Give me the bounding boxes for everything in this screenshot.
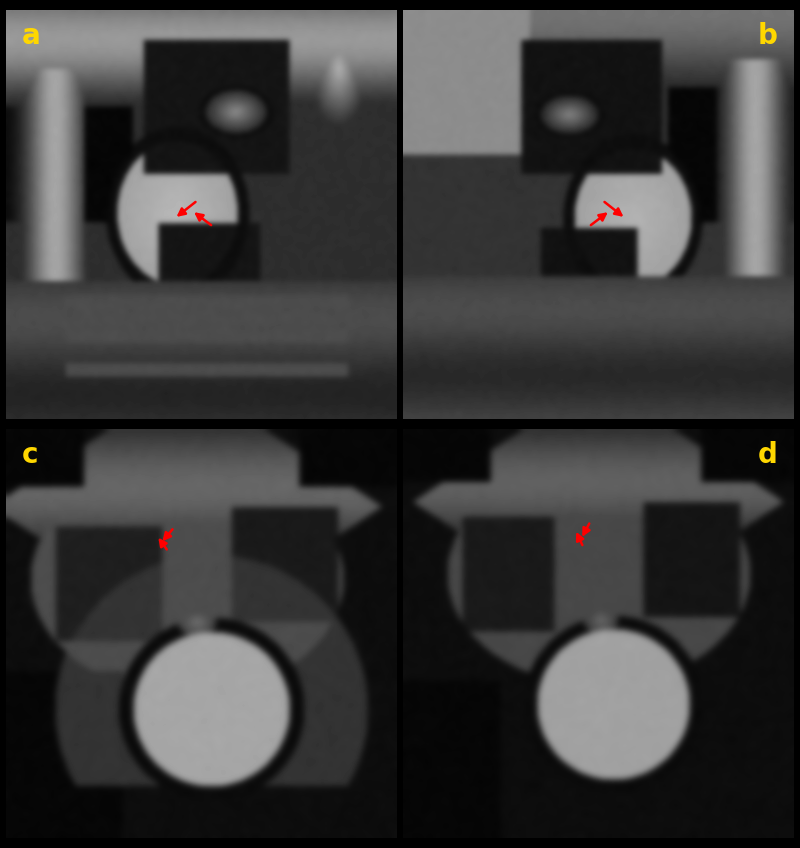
Text: a: a xyxy=(22,22,41,50)
Text: d: d xyxy=(758,441,778,469)
Text: c: c xyxy=(22,441,38,469)
Text: b: b xyxy=(758,22,778,50)
